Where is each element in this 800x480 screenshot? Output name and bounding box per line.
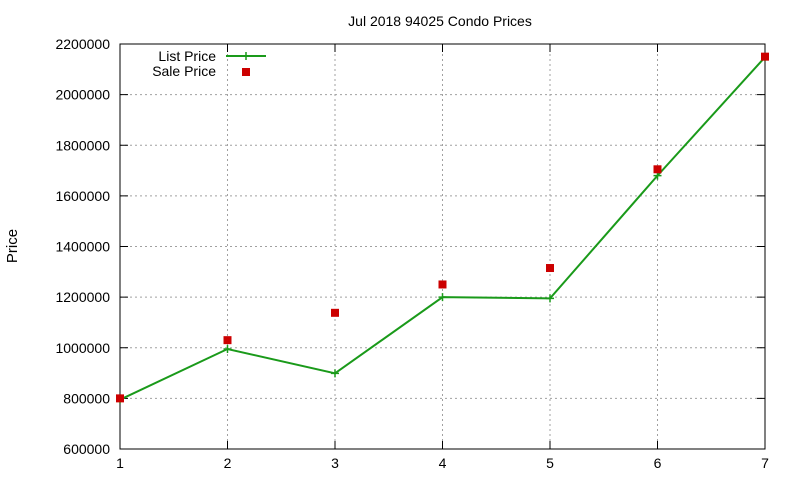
sale-price-point [761,52,769,61]
x-tick-label: 7 [761,455,769,471]
y-tick-label: 2200000 [55,36,110,52]
sale-price-point [116,394,124,403]
series [116,52,769,404]
y-tick-label: 1400000 [55,239,110,255]
legend-marker-list-price [242,52,250,60]
legend-label-sale-price: Sale Price [152,63,216,79]
sale-price-point [546,264,554,273]
list-price-point [546,294,554,303]
y-tick-label: 1800000 [55,137,110,153]
axis-ticks: 600000 800000 1000000 1200000 1400000 1600000… [55,36,769,471]
sale-price-point [223,336,232,345]
x-tick-label: 3 [331,455,339,471]
list-price-point [223,345,232,354]
y-tick-label: 2000000 [55,87,110,103]
y-tick-label: 800000 [63,390,110,406]
x-tick-label: 1 [116,455,124,471]
list-price-point [331,369,339,378]
sale-price-point [331,308,339,317]
x-tick-label: 4 [439,455,447,471]
legend-label-list-price: List Price [158,48,216,64]
y-axis-label: Price [4,229,21,263]
y-tick-label: 1600000 [55,188,110,204]
sale-price-point [438,280,447,289]
sale-price-point [653,165,662,174]
list-price-line [119,56,766,401]
x-tick-label: 6 [654,455,662,471]
grid [120,44,765,449]
legend: List Price Sale Price [152,48,266,79]
y-tick-label: 600000 [63,441,110,457]
legend-marker-sale-price [242,68,250,76]
chart-title: Jul 2018 94025 Condo Prices [348,13,532,29]
y-tick-label: 1200000 [55,289,110,305]
list-price-point [438,293,447,302]
x-tick-label: 2 [224,455,232,471]
x-tick-label: 5 [546,455,554,471]
y-tick-label: 1000000 [55,340,110,356]
